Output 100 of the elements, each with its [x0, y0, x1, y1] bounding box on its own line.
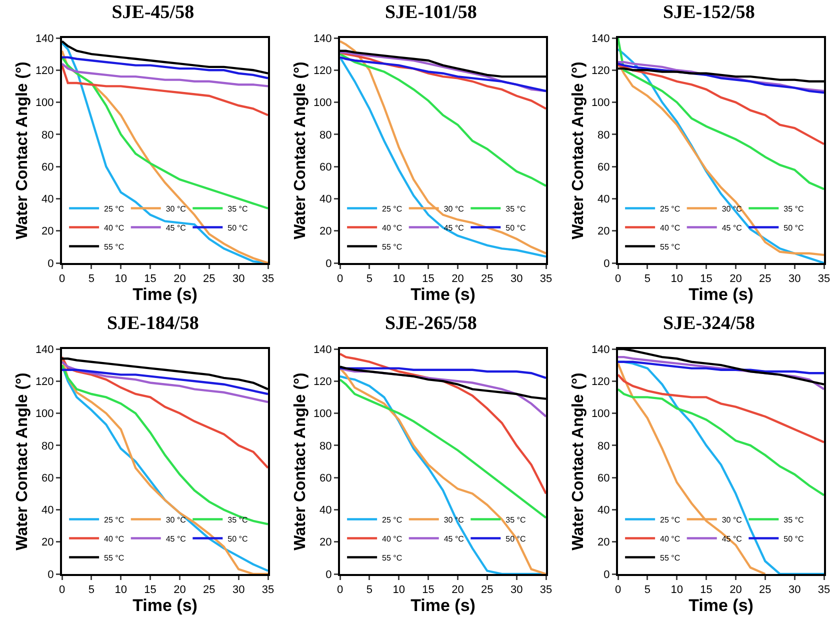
x-tick-label: 20: [174, 273, 186, 286]
x-tick-label: 5: [644, 273, 650, 286]
x-tick-label: 30: [788, 273, 801, 286]
chart-title: SJE-101/58: [384, 2, 477, 23]
x-tick-label: 35: [262, 584, 274, 596]
y-tick-label: 80: [598, 440, 610, 452]
legend-label: 25 °C: [660, 204, 680, 214]
y-axis-title: Water Contact Angle (°): [292, 62, 309, 240]
x-tick-label: 0: [58, 273, 66, 286]
legend-label: 50 °C: [506, 534, 526, 544]
x-tick-label: 0: [336, 584, 344, 596]
y-tick-label: 60: [320, 161, 332, 174]
y-tick-label: 60: [42, 161, 54, 174]
x-tick-label: 15: [144, 273, 156, 286]
legend-label: 35 °C: [784, 515, 804, 524]
x-tick-label: 30: [232, 584, 245, 596]
x-tick-label: 15: [422, 584, 434, 596]
x-tick-label: 35: [818, 584, 830, 596]
chart-title: SJE-324/58: [662, 312, 755, 334]
line-series: [618, 388, 824, 496]
x-tick-label: 25: [759, 584, 772, 596]
y-tick-label: 40: [598, 504, 610, 517]
x-tick-label: 10: [114, 273, 127, 286]
chart-title: SJE-152/58: [662, 2, 755, 23]
x-tick-label: 30: [788, 584, 801, 596]
x-tick-label: 10: [670, 273, 683, 286]
legend-label: 35 °C: [506, 515, 526, 524]
legend-label: 50 °C: [784, 534, 804, 544]
x-tick-label: 5: [366, 273, 372, 286]
y-tick-label: 20: [598, 536, 610, 549]
y-tick-label: 100: [313, 408, 332, 420]
y-tick-label: 120: [591, 376, 610, 388]
y-tick-label: 0: [326, 258, 332, 270]
legend-label: 45 °C: [166, 534, 186, 544]
y-tick-label: 60: [598, 472, 610, 484]
legend-label: 30 °C: [722, 515, 742, 524]
legend-label: 35 °C: [506, 204, 526, 214]
line-series: [62, 64, 268, 116]
y-tick-label: 140: [313, 32, 332, 45]
legend-label: 40 °C: [382, 223, 402, 232]
legend-label: 50 °C: [228, 534, 248, 544]
x-tick-label: 10: [392, 584, 405, 596]
y-tick-label: 40: [598, 194, 610, 206]
legend-label: 50 °C: [784, 223, 804, 232]
x-tick-label: 30: [232, 273, 245, 286]
y-tick-label: 20: [320, 226, 332, 238]
y-tick-label: 140: [591, 32, 610, 45]
line-series: [340, 367, 546, 380]
y-tick-label: 40: [42, 194, 54, 206]
y-axis-title: Water Contact Angle (°): [570, 62, 587, 240]
y-axis-title: Water Contact Angle (°): [14, 62, 31, 240]
legend-label: 40 °C: [660, 223, 680, 232]
x-tick-label: 5: [88, 584, 94, 596]
line-series: [62, 56, 268, 80]
line-series: [618, 38, 824, 190]
x-axis-title: Time (s): [410, 285, 476, 304]
chart-title: SJE-184/58: [106, 312, 199, 334]
x-axis-title: Time (s): [688, 596, 754, 616]
legend-label: 50 °C: [228, 223, 248, 232]
y-tick-label: 100: [35, 408, 54, 420]
legend-label: 45 °C: [444, 534, 464, 544]
y-tick-label: 100: [35, 97, 54, 110]
y-tick-label: 80: [320, 129, 332, 142]
y-tick-label: 100: [313, 97, 332, 110]
y-tick-label: 0: [48, 258, 54, 270]
y-tick-label: 0: [604, 258, 610, 270]
y-tick-label: 80: [320, 440, 332, 452]
y-tick-label: 40: [42, 504, 54, 517]
legend-label: 55 °C: [382, 242, 402, 252]
y-tick-label: 120: [591, 64, 610, 77]
y-tick-label: 120: [313, 376, 332, 388]
x-tick-label: 10: [670, 584, 683, 596]
x-tick-label: 10: [392, 273, 405, 286]
y-axis-title: Water Contact Angle (°): [14, 372, 31, 550]
line-series: [618, 64, 824, 146]
x-tick-label: 20: [730, 584, 742, 596]
x-tick-label: 25: [203, 273, 216, 286]
x-tick-label: 10: [114, 584, 127, 596]
y-tick-label: 80: [42, 129, 54, 142]
legend-label: 55 °C: [660, 242, 680, 252]
x-tick-label: 0: [614, 273, 622, 286]
legend-label: 30 °C: [444, 204, 464, 214]
y-tick-label: 60: [598, 161, 610, 174]
y-tick-label: 140: [35, 32, 54, 45]
x-tick-label: 35: [262, 273, 274, 286]
y-tick-label: 140: [35, 344, 54, 356]
line-series: [618, 374, 824, 444]
legend-label: 25 °C: [660, 515, 680, 524]
x-tick-label: 25: [481, 273, 494, 286]
legend-label: 40 °C: [104, 534, 124, 544]
chart-title: SJE-265/58: [384, 312, 477, 334]
y-axis-title: Water Contact Angle (°): [570, 372, 587, 550]
x-tick-label: 15: [700, 273, 712, 286]
x-axis-title: Time (s): [410, 596, 476, 616]
y-tick-label: 20: [598, 226, 610, 238]
y-tick-label: 20: [320, 536, 332, 549]
legend-label: 35 °C: [784, 204, 804, 214]
y-tick-label: 80: [42, 440, 54, 452]
y-tick-label: 0: [604, 568, 610, 581]
legend-label: 25 °C: [104, 515, 124, 524]
